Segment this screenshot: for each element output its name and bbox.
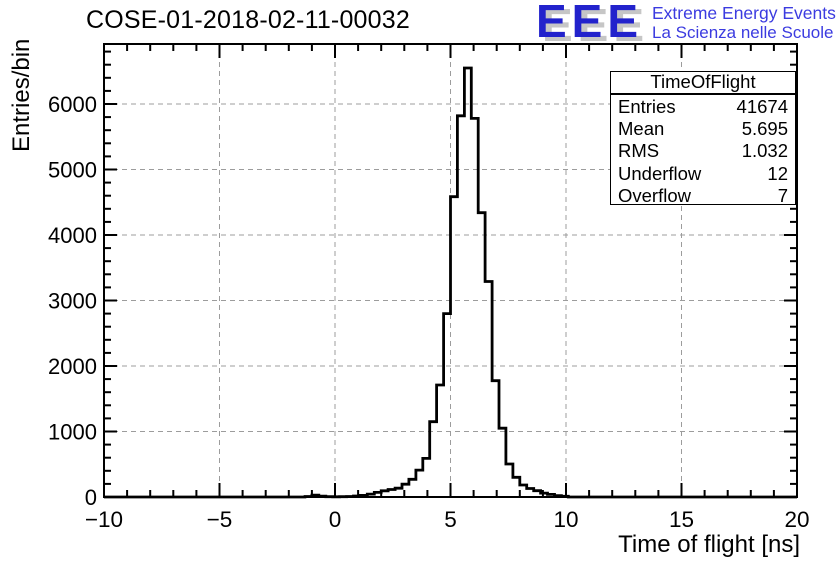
stats-row-rms: RMS 1.032 — [618, 140, 788, 162]
svg-text:0: 0 — [329, 507, 342, 532]
plot-title: COSE-01-2018-02-11-00032 — [86, 6, 410, 34]
stats-label: Mean — [618, 118, 665, 140]
svg-text:−10: −10 — [85, 507, 123, 532]
stats-value: 1.032 — [741, 140, 788, 162]
stats-label: Overflow — [618, 184, 691, 206]
svg-text:0: 0 — [85, 485, 97, 510]
svg-text:−5: −5 — [207, 507, 233, 532]
stats-value: 12 — [767, 162, 788, 184]
stats-title: TimeOfFlight — [611, 72, 795, 95]
svg-text:5000: 5000 — [48, 157, 97, 182]
svg-text:20: 20 — [784, 507, 809, 532]
svg-text:4000: 4000 — [48, 223, 97, 248]
stats-box: TimeOfFlight Entries 41674 Mean 5.695 RM… — [610, 71, 796, 207]
eee-logo-line1: Extreme Energy Events — [652, 3, 836, 23]
svg-text:3000: 3000 — [48, 288, 97, 313]
stats-row-underflow: Underflow 12 — [618, 163, 788, 185]
svg-text:6000: 6000 — [48, 92, 97, 117]
eee-logo-letters: EEE — [536, 0, 644, 47]
eee-logo-text: Extreme Energy Events La Scienza nelle S… — [652, 3, 836, 43]
x-axis-title: Time of flight [ns] — [618, 531, 800, 558]
stats-label: Entries — [618, 96, 676, 117]
stats-row-mean: Mean 5.695 — [618, 118, 788, 140]
stats-value: 41674 — [736, 96, 788, 117]
svg-text:1000: 1000 — [48, 419, 97, 444]
y-axis-title: Entries/bin — [8, 38, 35, 152]
stats-label: Underflow — [618, 162, 702, 184]
svg-text:15: 15 — [669, 507, 694, 532]
stats-row-overflow: Overflow 7 — [618, 185, 788, 207]
stats-value: 7 — [777, 184, 788, 206]
svg-text:5: 5 — [444, 507, 457, 532]
stats-label: RMS — [618, 140, 660, 162]
stats-value: 5.695 — [741, 118, 788, 140]
stats-row-entries: Entries 41674 — [618, 96, 788, 118]
stats-rows: Entries 41674 Mean 5.695 RMS 1.032 Under… — [611, 95, 795, 207]
svg-text:10: 10 — [553, 507, 578, 532]
eee-logo-line2: La Scienza nelle Scuole — [652, 23, 834, 42]
svg-text:2000: 2000 — [48, 354, 97, 379]
